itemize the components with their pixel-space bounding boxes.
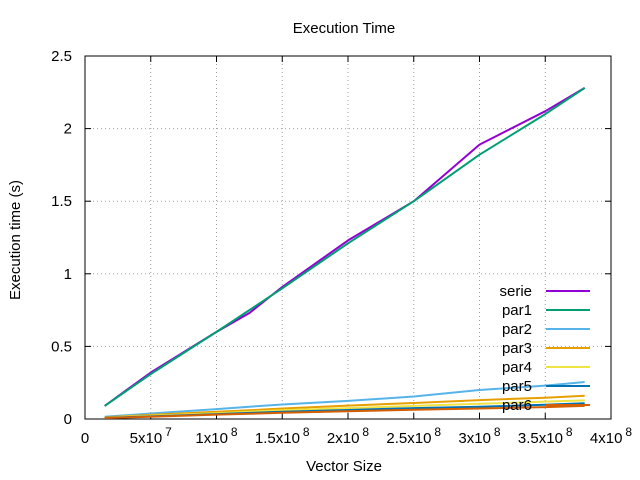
grid (85, 56, 611, 419)
legend: serie par1 par2 par3 par4 par5 par6 (499, 283, 590, 414)
legend-label-par3: par3 (502, 340, 532, 357)
legend-label-par6: par6 (502, 397, 532, 414)
axis-ticks: 0 0.5 1 1.5 2 2.5 0 5x10 7 1x10 8 1.5x10 8 2x10 8 2.5x1… (51, 48, 632, 447)
x-tick-label: 3.5x10 8 (518, 425, 573, 447)
x-tick-label: 1.5x10 8 (255, 425, 310, 447)
series-line-par6 (104, 404, 585, 419)
y-axis-label: Execution time (s) (7, 180, 24, 300)
series-line-par1 (104, 87, 586, 407)
series-line-par3 (104, 394, 585, 419)
legend-label-par5: par5 (502, 378, 532, 395)
x-tick-label: 2.5x10 8 (386, 425, 441, 447)
x-axis-label: Vector Size (306, 458, 382, 475)
x-tick-label: 2x10 8 (327, 425, 370, 447)
y-tick-label: 2.5 (51, 48, 72, 65)
legend-label-serie: serie (499, 283, 532, 300)
legend-label-par4: par4 (502, 359, 532, 376)
x-tick-label: 4x10 8 (590, 425, 633, 447)
y-tick-label: 0 (64, 411, 72, 428)
x-tick-label: 1x10 8 (195, 425, 238, 447)
series-lines (104, 87, 586, 419)
y-tick-label: 1 (64, 266, 72, 283)
y-tick-label: 0.5 (51, 338, 72, 355)
x-tick-label: 3x10 8 (458, 425, 501, 447)
y-tick-label: 1.5 (51, 193, 72, 210)
legend-label-par1: par1 (502, 302, 532, 319)
legend-label-par2: par2 (502, 321, 532, 338)
series-line-par2 (104, 381, 585, 418)
y-tick-label: 2 (64, 121, 72, 138)
x-tick-label: 0 (81, 430, 89, 447)
x-tick-label: 5x10 7 (130, 425, 173, 447)
chart-title: Execution Time (293, 20, 396, 37)
